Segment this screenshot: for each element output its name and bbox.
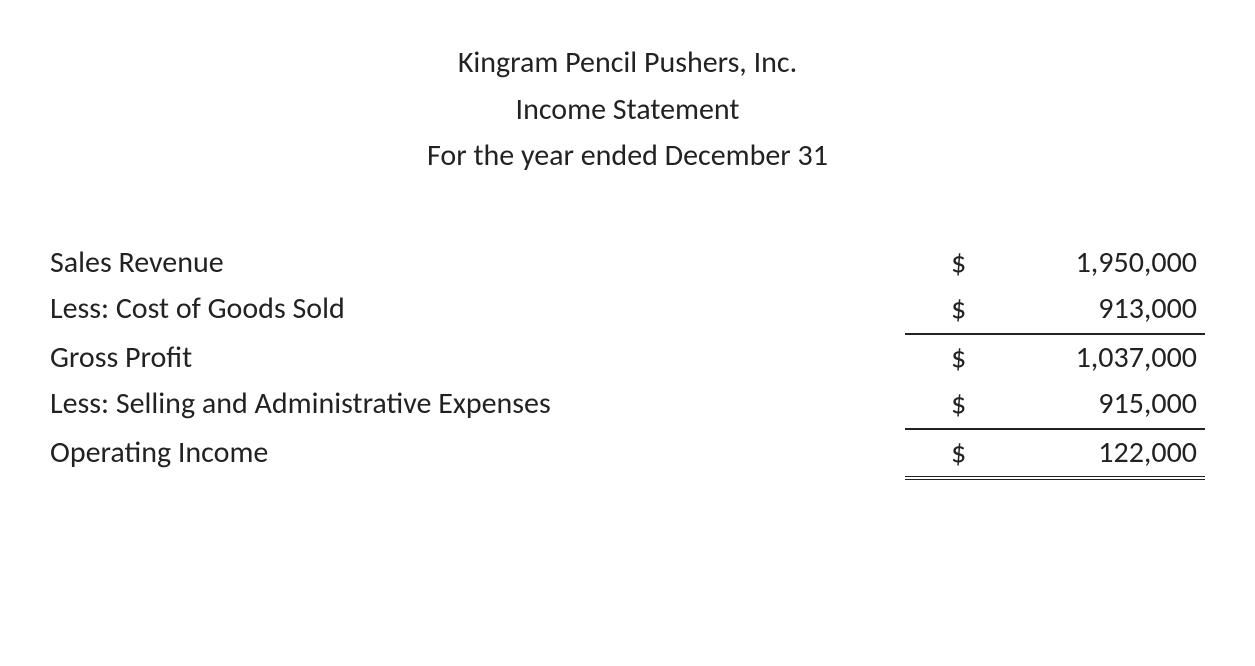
amount-cell: $ 1,950,000 [905,240,1205,287]
amount-cell: $ 122,000 [905,430,1205,481]
row-value: 122,000 [985,430,1205,477]
row-cogs: Less: Cost of Goods Sold $ 913,000 [50,286,1205,335]
row-value: 1,950,000 [985,240,1205,287]
currency-symbol: $ [945,430,985,477]
amount-cell: $ 913,000 [905,286,1205,335]
row-label: Less: Cost of Goods Sold [50,286,905,333]
row-value: 1,037,000 [985,335,1205,382]
company-name: Kingram Pencil Pushers, Inc. [50,40,1205,87]
amount-cell: $ 915,000 [905,381,1205,430]
row-value: 915,000 [985,381,1205,428]
statement-rows: Sales Revenue $ 1,950,000 Less: Cost of … [50,240,1205,481]
row-operating-income: Operating Income $ 122,000 [50,430,1205,481]
currency-symbol: $ [945,286,985,333]
statement-period: For the year ended December 31 [50,133,1205,180]
row-label: Gross Profit [50,335,905,382]
income-statement: Kingram Pencil Pushers, Inc. Income Stat… [50,40,1205,480]
row-gross-profit: Gross Profit $ 1,037,000 [50,335,1205,382]
row-label: Less: Selling and Administrative Expense… [50,381,905,428]
currency-symbol: $ [945,335,985,382]
statement-header: Kingram Pencil Pushers, Inc. Income Stat… [50,40,1205,180]
row-label: Operating Income [50,430,905,477]
statement-title: Income Statement [50,87,1205,134]
currency-symbol: $ [945,240,985,287]
currency-symbol: $ [945,381,985,428]
row-label: Sales Revenue [50,240,905,287]
row-value: 913,000 [985,286,1205,333]
row-sales-revenue: Sales Revenue $ 1,950,000 [50,240,1205,287]
row-sga: Less: Selling and Administrative Expense… [50,381,1205,430]
amount-cell: $ 1,037,000 [905,335,1205,382]
